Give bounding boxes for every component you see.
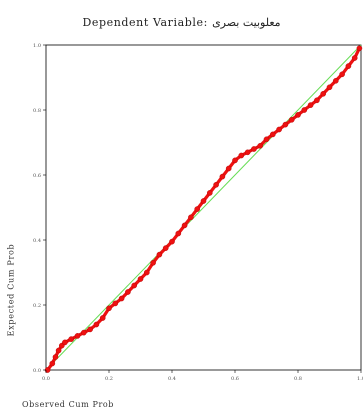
data-point <box>156 251 163 258</box>
data-point <box>200 198 207 204</box>
data-point <box>320 91 327 97</box>
data-point <box>269 131 276 138</box>
data-point <box>131 282 137 289</box>
chart-title: Dependent Variable: معلوبیت بصری <box>82 16 281 29</box>
data-point <box>181 222 188 229</box>
x-tick-label: 0.8 <box>294 376 302 382</box>
x-tick-label: 0.6 <box>231 376 239 382</box>
data-point <box>213 181 219 188</box>
data-point <box>143 269 150 276</box>
data-point <box>276 126 282 133</box>
data-point <box>345 63 352 69</box>
data-point <box>238 152 245 159</box>
data-point <box>351 55 358 61</box>
data-point <box>93 321 100 328</box>
data-point <box>307 102 314 108</box>
data-point <box>68 336 74 342</box>
data-point <box>225 165 232 172</box>
data-point <box>314 97 320 104</box>
y-tick-label: 0.4 <box>33 238 41 244</box>
data-point <box>52 354 59 360</box>
data-point <box>81 329 87 336</box>
data-point <box>356 45 363 52</box>
data-point <box>188 214 194 221</box>
data-point <box>175 230 182 237</box>
y-tick-label: 0.6 <box>33 173 41 179</box>
y-tick-label: 0.2 <box>33 303 41 309</box>
data-point <box>194 206 200 212</box>
data-point <box>150 259 156 266</box>
data-point <box>295 112 301 118</box>
data-point <box>288 117 295 123</box>
x-tick-label: 1.0 <box>357 376 363 382</box>
data-point <box>251 146 257 152</box>
x-tick-label: 0.0 <box>42 376 50 382</box>
data-point <box>257 142 264 149</box>
data-point <box>339 71 345 78</box>
data-point <box>49 360 56 367</box>
data-point <box>244 149 251 156</box>
data-point <box>232 157 238 164</box>
data-point <box>219 173 226 180</box>
tick-layer: 0.0 0.2 0.4 0.6 0.8 1.0 0.0 0.2 0.4 0.6 0.8 1.0 <box>33 43 363 382</box>
data-point <box>87 326 93 333</box>
data-point <box>332 78 339 84</box>
data-point <box>282 121 289 128</box>
data-point <box>118 295 125 302</box>
data-point <box>162 245 169 251</box>
x-axis-label: Observed Cum Prob <box>22 400 115 409</box>
data-point <box>99 315 106 321</box>
data-point <box>62 339 68 346</box>
data-point <box>169 238 175 245</box>
x-tick-label: 0.2 <box>105 376 113 382</box>
data-point <box>55 347 62 354</box>
data-point <box>74 333 81 339</box>
data-point <box>206 190 213 196</box>
data-point <box>301 107 308 113</box>
data-point <box>263 136 270 143</box>
data-point <box>326 84 333 91</box>
data-point <box>106 305 112 312</box>
reference-line <box>45 44 362 371</box>
y-tick-label: 1.0 <box>33 43 41 49</box>
data-point <box>137 276 144 282</box>
data-point <box>125 289 131 295</box>
y-tick-label: 0.8 <box>33 108 41 114</box>
reference-line-layer <box>45 44 362 371</box>
x-tick-label: 0.4 <box>168 376 176 382</box>
series-layer <box>44 45 363 373</box>
data-point <box>112 300 119 307</box>
y-tick-label: 0.0 <box>33 368 41 374</box>
